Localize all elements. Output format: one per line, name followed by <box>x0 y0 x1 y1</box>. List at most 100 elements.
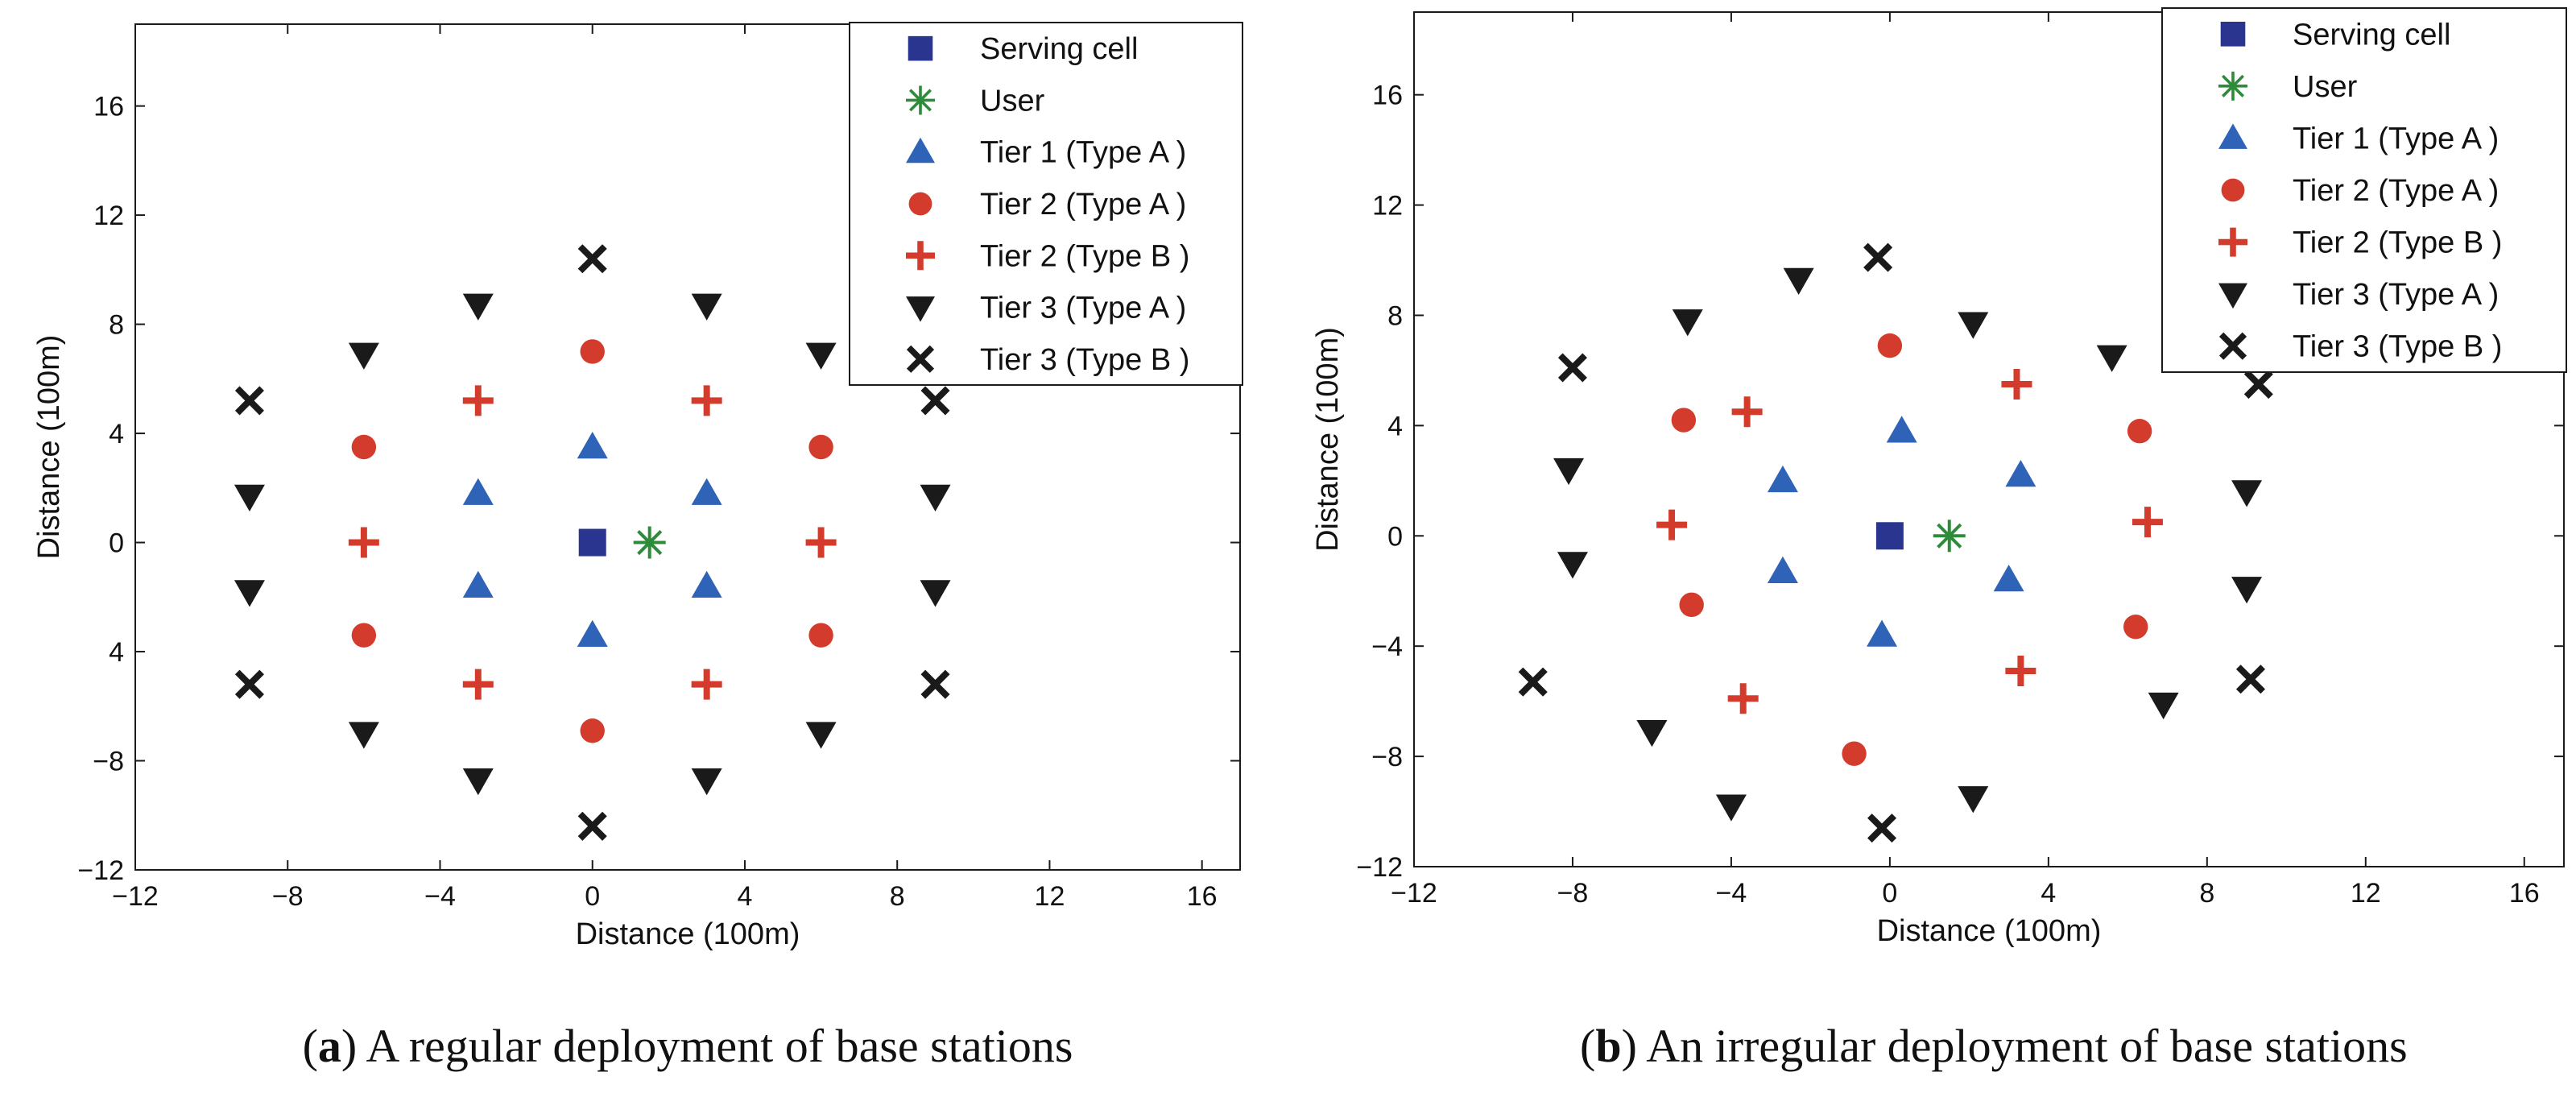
data-point-tier2A <box>1877 333 1903 358</box>
panel-b: −12 −8 −4 0 4 8 12 16 −12 −8 −4 0 4 8 12 16 Distance (10… <box>1311 7 2567 1072</box>
data-point-tier3A <box>348 722 379 749</box>
data-point-tier3A <box>1672 309 1703 337</box>
x-tick-label: 12 <box>2351 878 2381 909</box>
data-point-tier3B <box>920 386 950 416</box>
data-point-serving <box>578 528 606 557</box>
data-point-tier2B <box>2132 507 2163 538</box>
x-tick-label: −4 <box>1716 878 1747 909</box>
data-point-tier3A <box>2148 692 2179 720</box>
legend-marker-tier2A <box>908 192 932 216</box>
series-tier3A <box>234 293 951 796</box>
data-point-tier3A <box>691 293 722 321</box>
data-point-tier2A <box>808 434 833 460</box>
data-point-tier3B <box>1867 814 1897 843</box>
x-tick-label: 12 <box>1035 881 1065 912</box>
legend-label-tier3B: Tier 3 (Type B ) <box>980 343 1189 377</box>
data-point-tier3B <box>577 244 607 274</box>
data-point-tier3A <box>805 722 837 749</box>
panel-caption: (a) A regular deployment of base station… <box>303 1020 1073 1072</box>
x-tick-label: −4 <box>424 881 456 912</box>
data-point-tier2A <box>2127 419 2152 444</box>
x-tick-label: 16 <box>1187 881 1218 912</box>
legend-label-tier2A: Tier 2 (Type A ) <box>980 188 1186 221</box>
data-point-tier2B <box>348 527 379 558</box>
data-point-tier1A <box>691 478 722 505</box>
series-serving <box>1875 522 1904 550</box>
caption-text: An irregular deployment of base stations <box>1637 1020 2408 1072</box>
legend-label-tier2B: Tier 2 (Type B ) <box>2293 226 2502 260</box>
data-point-tier2A <box>808 623 833 648</box>
series-tier2A <box>351 339 833 743</box>
data-point-tier2B <box>2005 655 2036 686</box>
series-user <box>633 526 666 559</box>
x-tick-label: −12 <box>112 881 159 912</box>
data-point-tier3A <box>920 484 951 511</box>
legend: Serving cell User Tier 1 (Type A ) Tier 2 (… <box>849 22 1243 386</box>
data-point-tier2A <box>2123 615 2148 640</box>
data-point-tier3A <box>2231 480 2263 507</box>
data-point-tier2B <box>805 527 837 558</box>
data-point-tier1A <box>462 570 494 598</box>
data-point-tier2B <box>1656 509 1688 540</box>
x-axis-label: Distance (100m) <box>1877 914 2102 948</box>
data-point-tier3B <box>1863 242 1893 272</box>
data-point-tier3A <box>2096 345 2127 372</box>
legend-label-tier3A: Tier 3 (Type A ) <box>2293 278 2499 312</box>
y-tick-label: 4 <box>1387 411 1403 441</box>
data-point-tier3B <box>920 669 950 699</box>
y-tick-label: 12 <box>93 201 124 231</box>
legend-label-tier3B: Tier 3 (Type B ) <box>2293 330 2502 364</box>
panel-a: −12 −8 −4 0 4 8 12 16 −12 −8 4 0 4 8 12 16 Distance (100… <box>32 22 1243 1072</box>
x-tick-label: −8 <box>1557 878 1589 909</box>
y-tick-label: 8 <box>1387 300 1403 331</box>
legend-marker-tier3B <box>2218 332 2247 360</box>
legend-marker-tier1A <box>2218 123 2247 149</box>
data-point-tier3A <box>2231 577 2263 604</box>
data-point-tier2B <box>1731 396 1763 428</box>
y-tick-label: 16 <box>1372 81 1403 111</box>
legend-marker-serving <box>908 35 933 61</box>
x-tick-label: 8 <box>890 881 905 912</box>
data-point-tier1A <box>577 432 608 459</box>
legend-marker-tier3B <box>906 345 935 373</box>
data-point-tier3A <box>1783 267 1814 295</box>
legend: Serving cell User Tier 1 (Type A ) Tier 2 (… <box>2161 7 2567 373</box>
data-point-tier1A <box>1767 465 1798 493</box>
x-axis-label: Distance (100m) <box>576 917 800 951</box>
legend-marker-tier2B <box>2218 227 2247 257</box>
data-point-serving <box>1875 522 1904 550</box>
data-point-tier3A <box>234 484 265 511</box>
data-point-tier3B <box>234 386 264 416</box>
data-point-tier1A <box>577 619 608 647</box>
legend-marker-user <box>906 85 935 115</box>
y-tick-label: 8 <box>109 310 124 341</box>
caption-text: A regular deployment of base stations <box>357 1020 1073 1072</box>
y-tick-label: 0 <box>1387 521 1403 552</box>
data-point-tier3A <box>1958 312 1989 339</box>
legend-label-serving: Serving cell <box>980 32 1138 66</box>
panel-caption: (b) An irregular deployment of base stat… <box>1580 1020 2408 1072</box>
series-tier2B <box>348 385 837 700</box>
data-point-tier1A <box>2005 459 2036 487</box>
caption-label: a <box>318 1020 341 1072</box>
x-tick-label: 8 <box>2199 878 2214 909</box>
y-tick-label: −4 <box>1371 631 1403 662</box>
legend-label-tier2A: Tier 2 (Type A ) <box>2293 174 2499 208</box>
y-axis-label: Distance (100m) <box>1311 327 1345 552</box>
data-point-tier1A <box>1767 556 1798 584</box>
x-tick-label: 4 <box>738 881 753 912</box>
y-tick-label: 4 <box>109 419 124 449</box>
caption-label: b <box>1595 1020 1621 1072</box>
data-point-tier2B <box>691 385 722 416</box>
y-tick-label: −12 <box>1356 852 1403 883</box>
data-point-tier2B <box>2001 369 2032 400</box>
data-point-tier1A <box>1993 565 2024 592</box>
data-point-tier3B <box>1557 353 1587 383</box>
x-tick-label: 0 <box>1882 878 1897 909</box>
data-point-tier3B <box>577 811 607 841</box>
series-tier3B <box>234 244 950 841</box>
legend-label-tier1A: Tier 1 (Type A ) <box>980 136 1186 170</box>
data-point-tier1A <box>1886 416 1917 443</box>
legend-marker-user <box>2218 71 2247 101</box>
